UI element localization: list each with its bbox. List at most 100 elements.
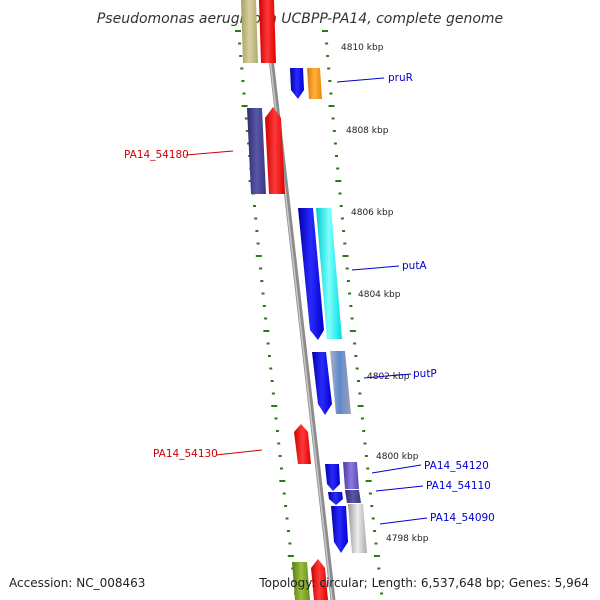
inner-ring-tick bbox=[262, 305, 266, 307]
gene-arrow-pruR[interactable] bbox=[290, 68, 304, 99]
inner-ring-tick bbox=[259, 267, 263, 270]
gene-block-orange[interactable] bbox=[307, 68, 322, 99]
outer-ring-tick bbox=[328, 80, 332, 82]
inner-ring-tick bbox=[255, 230, 259, 232]
inner-ring-tick bbox=[240, 67, 244, 70]
outer-ring-tick bbox=[362, 430, 366, 432]
outer-ring-tick bbox=[342, 230, 346, 232]
gene-label-PA14_54120[interactable]: PA14_54120 bbox=[424, 460, 489, 472]
gene-arrow-bottom-red[interactable] bbox=[311, 559, 328, 600]
inner-ring-tick bbox=[263, 330, 270, 332]
genome-summary-text: Topology: circular; Length: 6,537,648 bp… bbox=[258, 576, 589, 590]
inner-ring-tick bbox=[271, 405, 278, 407]
gene-label-PA14_54110[interactable]: PA14_54110 bbox=[426, 480, 491, 492]
inner-ring-tick bbox=[247, 142, 251, 145]
inner-ring-tick bbox=[277, 442, 281, 445]
outer-ring-tick bbox=[366, 467, 370, 470]
inner-ring-tick bbox=[264, 317, 268, 320]
map-title: Pseudomonas aeruginosa UCBPP-PA14, compl… bbox=[97, 11, 503, 27]
outer-ring-tick bbox=[348, 292, 352, 295]
outer-ring-tick bbox=[365, 480, 372, 482]
outer-ring-tick bbox=[339, 205, 343, 207]
outer-ring-tick bbox=[349, 330, 356, 332]
outer-ring-tick bbox=[374, 542, 378, 545]
outer-ring-tick bbox=[328, 105, 335, 107]
inner-ring-tick bbox=[287, 555, 294, 557]
inner-ring-tick bbox=[239, 55, 243, 57]
outer-ring-tick bbox=[373, 555, 380, 557]
leader-line-PA14_54120 bbox=[371, 464, 422, 474]
outer-ring-tick bbox=[346, 280, 350, 282]
outer-ring-tick bbox=[355, 367, 359, 370]
outer-ring-tick bbox=[325, 42, 329, 45]
outer-ring-tick bbox=[360, 417, 364, 420]
inner-ring-tick bbox=[261, 292, 265, 295]
gene-arrow-red-upper[interactable] bbox=[265, 107, 285, 194]
inner-ring-tick bbox=[288, 542, 292, 545]
gene-block-cyan[interactable] bbox=[316, 208, 342, 339]
gene-label-putP[interactable]: putP bbox=[413, 368, 437, 380]
gene-block-purple[interactable] bbox=[343, 462, 359, 489]
outer-ring-tick bbox=[363, 442, 367, 445]
outer-ring-tick bbox=[358, 392, 362, 395]
outer-ring-tick bbox=[368, 492, 372, 495]
outer-ring-tick bbox=[336, 167, 340, 170]
gene-block-slate-small[interactable] bbox=[345, 490, 361, 503]
inner-ring-tick bbox=[270, 380, 274, 382]
gene-label-PA14_54180[interactable]: PA14_54180 bbox=[124, 149, 189, 161]
gene-arrow-putA[interactable] bbox=[298, 208, 324, 340]
gene-arrow-putP[interactable] bbox=[312, 352, 332, 415]
outer-ring-tick bbox=[332, 130, 336, 132]
inner-ring-tick bbox=[266, 342, 270, 345]
outer-ring-tick bbox=[364, 455, 368, 457]
inner-ring-tick bbox=[256, 242, 260, 245]
leader-line-PA14_54180 bbox=[185, 150, 234, 156]
inner-ring-tick bbox=[267, 355, 271, 357]
gene-block-steel[interactable] bbox=[330, 351, 351, 414]
outer-ring-tick bbox=[373, 530, 377, 532]
outer-ring-tick bbox=[378, 580, 382, 582]
inner-ring-tick bbox=[241, 105, 248, 107]
inner-ring-tick bbox=[244, 117, 248, 120]
inner-ring-tick bbox=[282, 492, 286, 495]
inner-ring-tick bbox=[284, 505, 288, 507]
outer-ring-tick bbox=[333, 142, 337, 145]
inner-ring-tick bbox=[242, 92, 246, 95]
inner-ring-tick bbox=[280, 467, 283, 470]
gene-label-pruR[interactable]: pruR bbox=[388, 72, 413, 84]
kbp-label-4806: 4806 kbp bbox=[351, 208, 394, 218]
gene-block-PA14_54180[interactable] bbox=[247, 108, 266, 194]
outer-ring-tick bbox=[380, 592, 384, 595]
inner-ring-tick bbox=[285, 517, 289, 520]
gene-arrow-PA14_54120[interactable] bbox=[325, 464, 340, 491]
gene-label-PA14_54090[interactable]: PA14_54090 bbox=[430, 512, 495, 524]
outer-ring-tick bbox=[327, 67, 331, 70]
outer-ring-tick bbox=[342, 255, 349, 257]
gene-block-bottom-olive[interactable] bbox=[292, 562, 310, 600]
outer-ring-tick bbox=[335, 180, 342, 182]
gene-block-top-khaki[interactable] bbox=[241, 0, 258, 63]
inner-ring-tick bbox=[245, 130, 249, 132]
gene-arrow-PA14_54090[interactable] bbox=[331, 506, 348, 553]
inner-ring-tick bbox=[271, 392, 275, 395]
inner-ring-tick bbox=[274, 417, 278, 420]
kbp-label-4810: 4810 kbp bbox=[341, 43, 384, 53]
gene-arrow-PA14_54130[interactable] bbox=[294, 424, 311, 464]
inner-ring-tick bbox=[269, 367, 273, 370]
outer-ring-tick bbox=[371, 517, 375, 520]
inner-ring-tick bbox=[286, 530, 290, 532]
gene-block-top-red[interactable] bbox=[259, 0, 276, 63]
outer-ring-tick bbox=[329, 92, 333, 95]
outer-ring-tick bbox=[357, 380, 360, 382]
gene-label-PA14_54130[interactable]: PA14_54130 bbox=[153, 448, 218, 460]
kbp-label-4798: 4798 kbp bbox=[386, 534, 429, 544]
outer-ring-tick bbox=[377, 567, 381, 570]
inner-ring-tick bbox=[254, 217, 258, 220]
inner-ring-tick bbox=[278, 455, 282, 457]
leader-line-PA14_54130 bbox=[215, 449, 263, 456]
gene-block-gray[interactable] bbox=[348, 504, 367, 553]
outer-ring-tick bbox=[326, 55, 330, 57]
gene-arrow-PA14_54110[interactable] bbox=[328, 492, 343, 505]
inner-ring-tick bbox=[253, 205, 256, 207]
gene-label-putA[interactable]: putA bbox=[402, 260, 427, 272]
